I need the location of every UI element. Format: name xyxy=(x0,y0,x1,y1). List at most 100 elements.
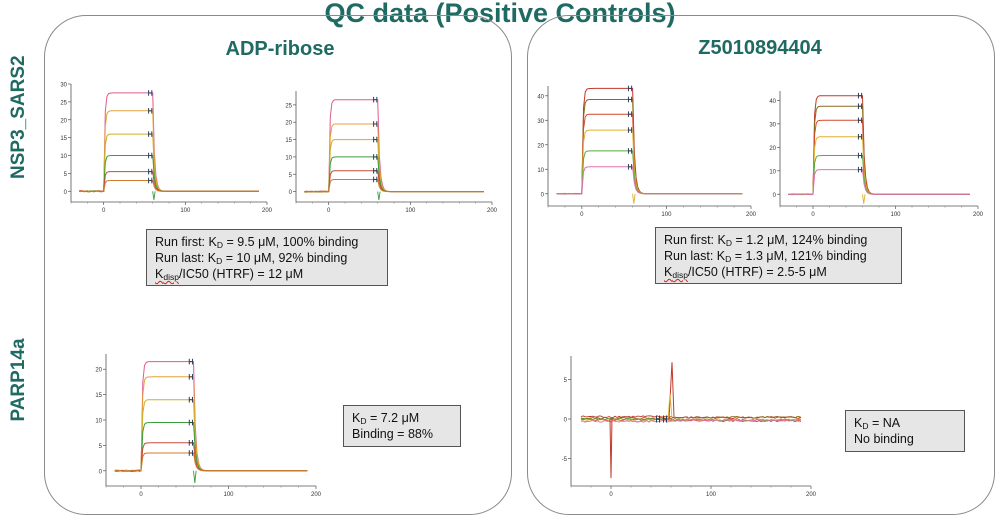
fit-marker xyxy=(857,152,863,159)
y-tick-label: 15 xyxy=(95,393,102,399)
y-tick-label: 40 xyxy=(537,94,544,100)
x-tick-label: 0 xyxy=(609,492,613,498)
series-line xyxy=(78,180,259,193)
note-parp14a-z: KD = NA No binding xyxy=(845,410,965,452)
fit-marker xyxy=(857,103,863,110)
fit-marker xyxy=(188,396,193,403)
y-tick-label: 0 xyxy=(64,190,68,196)
x-tick-label: 0 xyxy=(327,208,331,214)
series-line xyxy=(556,150,743,195)
x-tick-label: 100 xyxy=(223,492,234,498)
x-tick-label: 0 xyxy=(139,492,143,498)
x-tick-label: 0 xyxy=(811,212,815,218)
injection-artifact xyxy=(152,191,156,200)
series-line xyxy=(556,99,743,195)
dissociation-spike xyxy=(667,393,673,420)
fit-marker xyxy=(148,177,153,184)
y-tick-label: 20 xyxy=(537,143,544,149)
fit-marker xyxy=(148,108,153,114)
x-tick-label: 0 xyxy=(102,208,106,214)
y-tick-label: 0 xyxy=(541,192,545,198)
row-label-nsp3-sars2: NSP3_SARS2 xyxy=(8,55,29,179)
y-tick-label: 15 xyxy=(60,136,67,142)
column-title-adp-ribose: ADP-ribose xyxy=(225,38,335,60)
fit-marker xyxy=(373,121,378,127)
series-line xyxy=(788,119,970,196)
fit-marker xyxy=(857,117,863,124)
x-tick-label: 100 xyxy=(661,212,672,218)
series-line xyxy=(114,442,308,472)
y-tick-label: 30 xyxy=(60,83,67,89)
fit-marker xyxy=(373,136,378,143)
series-line xyxy=(303,139,484,193)
y-tick-label: 0 xyxy=(564,418,568,424)
panel-adp-ribose xyxy=(44,15,512,515)
chart-nsp3-z-run-last: 0 10 20 30 40 0 100 200 xyxy=(769,91,984,218)
series-line xyxy=(580,415,802,420)
fit-marker xyxy=(627,111,633,117)
note-nsp3-z: Run first: KD = 1.2 μM, 124% binding Run… xyxy=(655,227,902,284)
fit-marker xyxy=(627,164,633,170)
y-tick-label: 10 xyxy=(60,154,67,160)
series-line xyxy=(788,169,970,196)
injection-artifact xyxy=(632,193,636,204)
y-tick-label: 5 xyxy=(289,173,293,179)
y-tick-label: -5 xyxy=(562,457,568,463)
injection-artifact xyxy=(862,194,866,204)
fit-marker xyxy=(627,85,633,92)
y-tick-label: 5 xyxy=(564,378,568,384)
fit-marker xyxy=(627,148,633,154)
fit-marker xyxy=(373,154,378,160)
x-tick-label: 0 xyxy=(580,212,584,218)
column-title-z5010894404: Z5010894404 xyxy=(698,37,822,59)
fit-marker xyxy=(373,176,378,183)
y-tick-label: 5 xyxy=(99,444,103,450)
y-tick-label: 20 xyxy=(60,118,67,124)
x-tick-label: 100 xyxy=(706,492,717,498)
y-tick-label: 20 xyxy=(769,146,776,152)
row-label-parp14a: PARP14a xyxy=(8,338,29,422)
injection-spike xyxy=(609,417,613,479)
x-tick-label: 200 xyxy=(746,212,757,218)
series-line xyxy=(556,129,743,195)
fit-marker xyxy=(188,419,193,426)
x-tick-label: 100 xyxy=(890,212,901,218)
x-tick-label: 200 xyxy=(311,492,322,498)
y-tick-label: 15 xyxy=(285,138,292,144)
series-line xyxy=(114,376,308,473)
y-tick-label: 10 xyxy=(285,155,292,161)
series-line xyxy=(556,87,743,195)
fit-marker xyxy=(148,90,153,96)
y-tick-label: 10 xyxy=(769,169,776,175)
series-line xyxy=(304,156,484,193)
fit-marker xyxy=(627,96,633,103)
y-tick-label: 5 xyxy=(64,172,68,178)
y-tick-label: 20 xyxy=(95,368,102,374)
fit-marker xyxy=(148,131,153,137)
y-tick-label: 25 xyxy=(285,103,292,109)
fit-marker xyxy=(857,133,863,140)
fit-marker xyxy=(188,440,193,446)
x-tick-label: 200 xyxy=(487,208,498,214)
fit-marker xyxy=(373,96,378,103)
fit-marker xyxy=(148,168,153,175)
series-line xyxy=(788,136,970,196)
fit-marker xyxy=(656,415,660,423)
panel-z5010894404 xyxy=(527,15,995,515)
dissociation-spike xyxy=(668,362,675,420)
note-parp14a-adp: KD = 7.2 μM Binding = 88% xyxy=(343,405,461,447)
fit-marker xyxy=(373,167,378,174)
series-line xyxy=(788,105,970,196)
fit-marker xyxy=(663,415,667,423)
y-tick-label: 30 xyxy=(769,122,776,128)
x-tick-label: 200 xyxy=(262,208,273,214)
x-tick-label: 200 xyxy=(973,212,984,218)
series-line xyxy=(580,419,802,423)
series-line xyxy=(114,452,308,473)
y-tick-label: 30 xyxy=(537,119,544,125)
injection-artifact xyxy=(377,191,381,200)
x-tick-label: 100 xyxy=(405,208,416,214)
x-tick-label: 200 xyxy=(806,492,817,498)
